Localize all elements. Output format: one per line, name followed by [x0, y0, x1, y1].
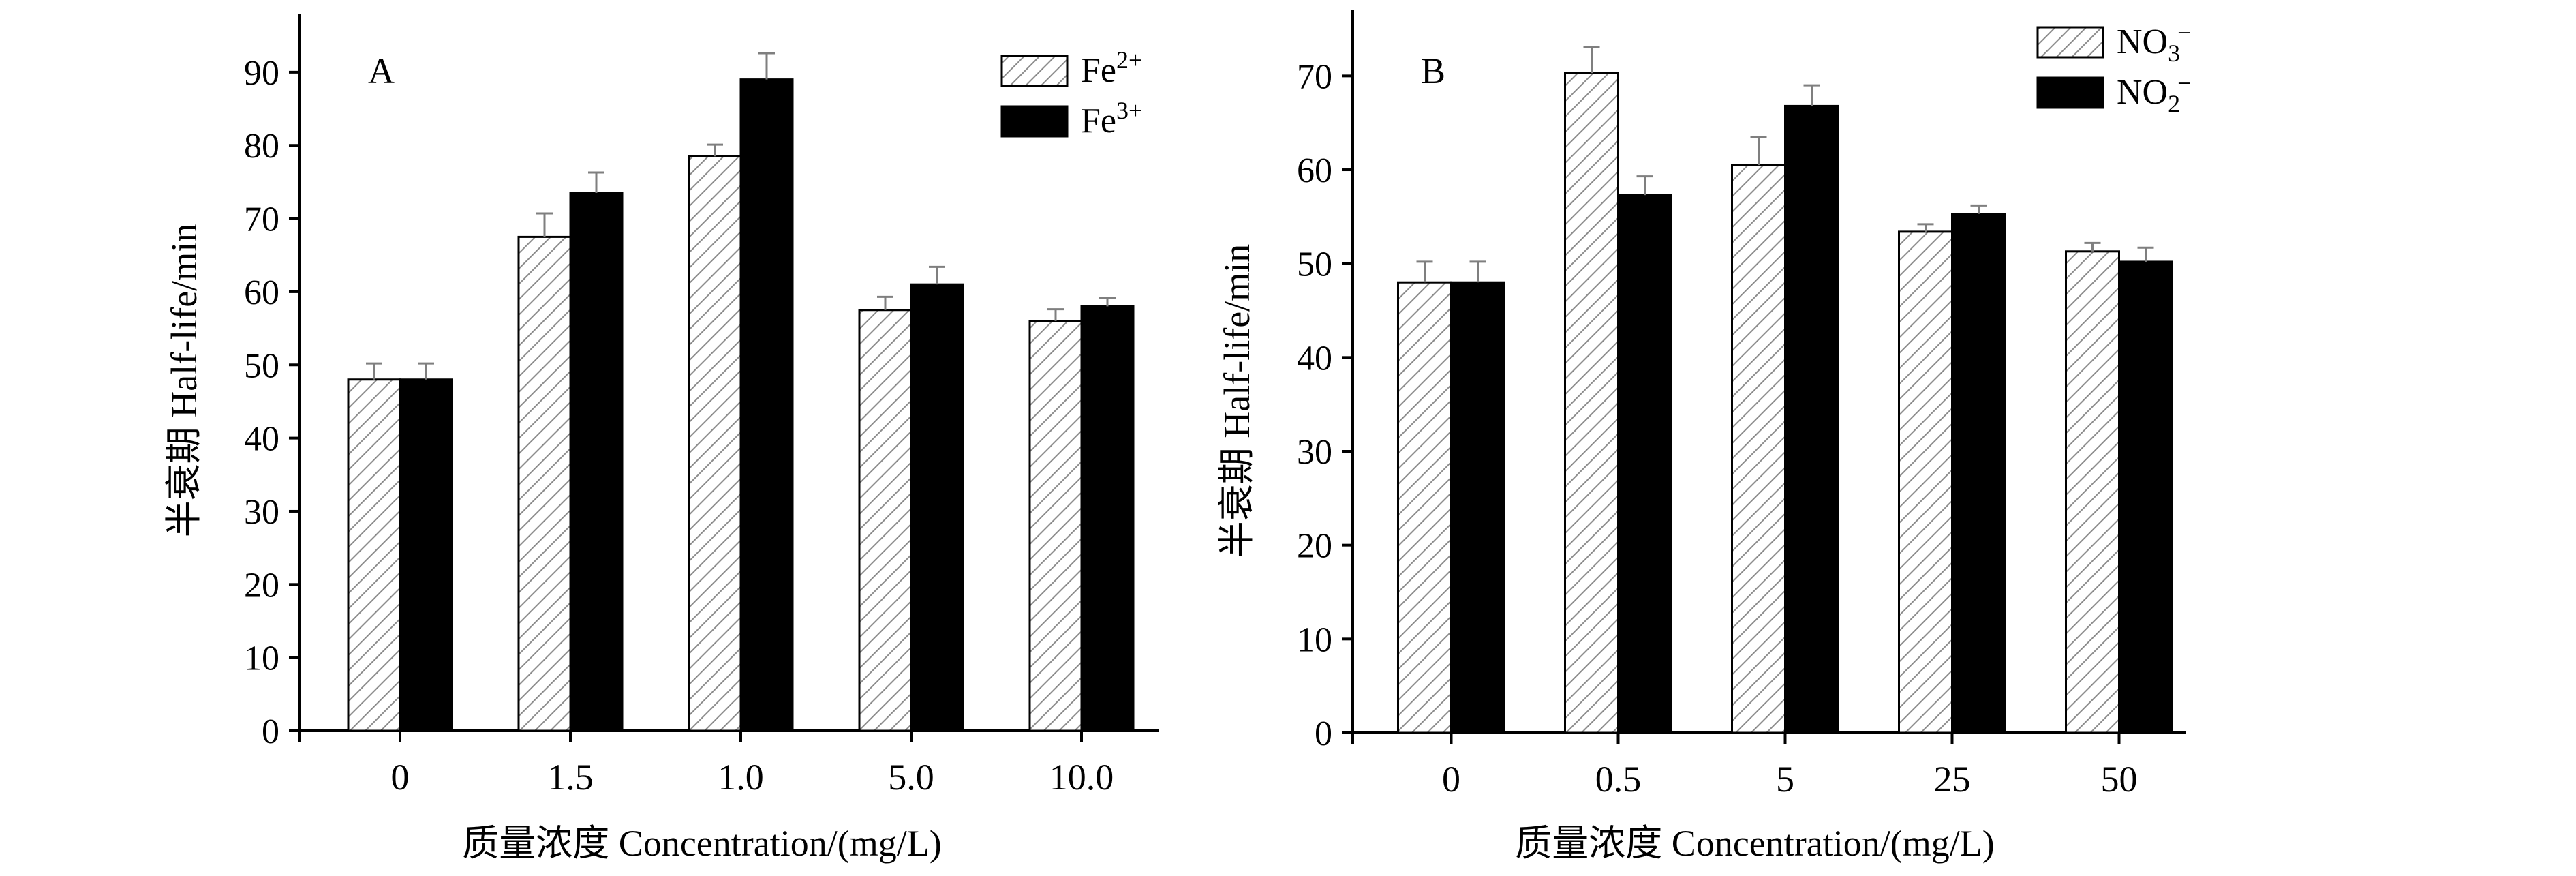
- bar: [2118, 260, 2173, 734]
- y-tick-label: 20: [1297, 527, 1332, 566]
- x-tick-label: 10.0: [1049, 757, 1114, 798]
- bar: [347, 378, 401, 732]
- y-axis-title: 半衰期 Half-life/min: [1216, 244, 1257, 558]
- y-tick-label: 70: [1297, 57, 1332, 96]
- y-tick-label: 0: [1315, 714, 1332, 753]
- panel-a: A 半衰期 Half-life/min 质量浓度 Concentration/(…: [164, 14, 1159, 864]
- bar: [688, 155, 742, 732]
- y-tick-label: 60: [1297, 151, 1332, 190]
- bar: [1731, 164, 1786, 734]
- y-tick-label: 40: [1297, 339, 1332, 378]
- x-tick-label: 5: [1776, 759, 1794, 800]
- x-tick-label: 0: [391, 757, 410, 798]
- y-tick-label: 90: [244, 54, 279, 93]
- y-tick-label: 60: [244, 273, 279, 312]
- bar: [517, 235, 572, 732]
- x-tick-label: 0.5: [1595, 759, 1642, 800]
- y-tick-label: 10: [244, 639, 279, 678]
- bar: [1450, 281, 1505, 734]
- y-axis-title: 半衰期 Half-life/min: [164, 224, 204, 537]
- y-tick-label: 30: [244, 493, 279, 532]
- x-tick-label: 1.5: [547, 757, 594, 798]
- y-tick-label: 0: [262, 712, 279, 751]
- y-tick-label: 70: [244, 200, 279, 239]
- y-tick-label: 10: [1297, 620, 1332, 659]
- legend-swatch: [1000, 105, 1069, 138]
- bar: [910, 283, 964, 732]
- legend-swatch: [2036, 26, 2104, 59]
- bar: [399, 378, 453, 732]
- x-tick-label: 50: [2101, 759, 2138, 800]
- legend-label: Fe2+: [1081, 46, 1142, 90]
- y-tick-label: 30: [1297, 433, 1332, 472]
- x-axis-title: 质量浓度 Concentration/(mg/L): [462, 823, 941, 864]
- legend-swatch: [1000, 55, 1069, 87]
- bar: [1951, 213, 2006, 734]
- bar: [1080, 305, 1135, 732]
- y-tick-label: 80: [244, 127, 279, 166]
- bar: [739, 78, 794, 732]
- y-tick-label: 20: [244, 566, 279, 605]
- bar: [858, 309, 913, 732]
- y-tick-label: 40: [244, 420, 279, 459]
- x-tick-label: 1.0: [718, 757, 764, 798]
- x-tick-label: 5.0: [888, 757, 934, 798]
- legend-label: Fe3+: [1081, 97, 1142, 140]
- bar: [1898, 230, 1953, 734]
- x-tick-label: 25: [1934, 759, 1971, 800]
- bar: [1784, 104, 1839, 734]
- x-tick-label: 0: [1442, 759, 1460, 800]
- legend-swatch: [2036, 76, 2104, 109]
- bar: [2065, 250, 2120, 734]
- x-axis-title: 质量浓度 Concentration/(mg/L): [1515, 823, 1994, 864]
- bar: [569, 192, 624, 732]
- bar: [1617, 194, 1672, 734]
- panel-label: A: [368, 50, 395, 91]
- legend-label: NO3−: [2117, 19, 2191, 67]
- y-tick-label: 50: [244, 346, 279, 385]
- bar: [1564, 72, 1619, 734]
- panel-b: B 半衰期 Half-life/min 质量浓度 Concentration/(…: [1216, 10, 2191, 864]
- bar: [1397, 281, 1452, 734]
- panel-label: B: [1421, 50, 1445, 91]
- legend-label: NO2−: [2117, 70, 2191, 117]
- bar: [1028, 320, 1083, 732]
- y-tick-label: 50: [1297, 245, 1332, 284]
